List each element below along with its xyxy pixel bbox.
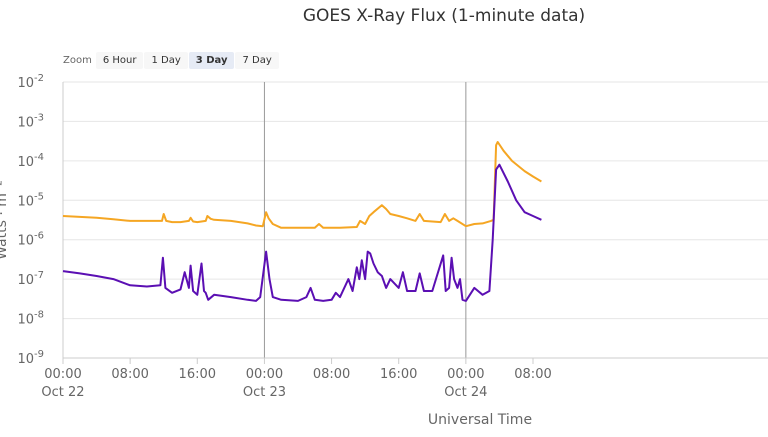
x-tick-time-label: 00:00 (246, 367, 283, 382)
series-line-long-wavelength[interactable] (62, 141, 542, 229)
y-tick-label: 10-5 (17, 191, 44, 209)
x-axis-title: Universal Time (428, 412, 532, 428)
x-tick-time-label: 00:00 (447, 367, 484, 382)
zoom-7-day-button[interactable]: 7 Day (235, 51, 279, 69)
y-tick-label: 10-4 (17, 152, 44, 170)
x-tick-time-label: 08:00 (313, 367, 350, 382)
day-boundary-lines (263, 82, 467, 358)
x-tick-date-label: Oct 24 (444, 385, 487, 400)
x-tick-time-label: 00:00 (44, 367, 81, 382)
y-tick-label: 10-8 (17, 310, 44, 328)
series-line-short-wavelength[interactable] (62, 163, 542, 302)
x-tick-time-label: 08:00 (514, 367, 551, 382)
y-tick-label: 10-3 (17, 112, 44, 130)
chart-title: GOES X-Ray Flux (1-minute data) (302, 6, 586, 26)
y-axis-ticks: 10-9 10-8 10-7 10-6 10-5 10-4 10-3 10-2 (17, 73, 44, 367)
zoom-3-day-button[interactable]: 3 Day (188, 51, 235, 69)
x-tick-date-label: Oct 23 (243, 385, 286, 400)
series-lines[interactable] (62, 141, 542, 302)
y-tick-label: 10-6 (17, 231, 44, 249)
zoom-6-hour-button[interactable]: 6 Hour (95, 51, 144, 69)
zoom-label: Zoom (63, 54, 92, 66)
y-tick-label: 10-9 (17, 349, 44, 367)
x-axis-ticks: 00:00 Oct 22 08:00 16:00 00:00 Oct 23 08:00 16:… (41, 358, 552, 400)
x-tick-time-label: 16:00 (380, 367, 417, 382)
y-tick-label: 10-7 (17, 270, 44, 288)
x-tick-time-label: 08:00 (111, 367, 148, 382)
x-tick-time-label: 16:00 (179, 367, 216, 382)
zoom-bar: Zoom 6 Hour 1 Day 3 Day 7 Day (63, 50, 280, 70)
y-axis-title: Watts · m⁻² (0, 180, 10, 260)
x-tick-date-label: Oct 22 (41, 385, 84, 400)
y-tick-label: 10-2 (17, 73, 44, 91)
zoom-1-day-button[interactable]: 1 Day (144, 51, 188, 69)
plot-border (62, 82, 768, 359)
